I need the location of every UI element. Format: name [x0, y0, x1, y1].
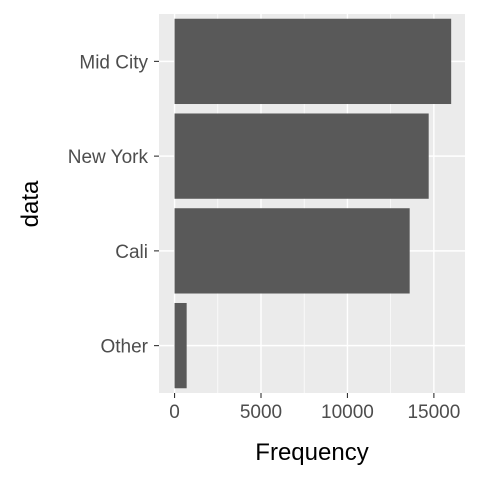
- bar: [174, 18, 452, 105]
- x-tick-label: 10000: [321, 402, 374, 423]
- y-tick-label: New York: [68, 147, 149, 168]
- x-tick-label: 0: [169, 402, 180, 423]
- y-axis-title: data: [17, 180, 44, 227]
- x-axis: 0 5000 10000 15000: [169, 393, 460, 423]
- x-tick-label: 15000: [407, 402, 460, 423]
- y-tick-label: Other: [100, 337, 148, 358]
- bars: [174, 18, 452, 389]
- y-axis: Mid City New York Cali Other: [68, 52, 159, 358]
- x-axis-title: Frequency: [255, 439, 368, 466]
- bar: [174, 302, 187, 389]
- bar: [174, 113, 429, 199]
- x-tick-label: 5000: [240, 402, 282, 423]
- y-tick-label: Mid City: [79, 52, 148, 73]
- bar: [174, 208, 410, 294]
- y-tick-label: Cali: [115, 242, 148, 263]
